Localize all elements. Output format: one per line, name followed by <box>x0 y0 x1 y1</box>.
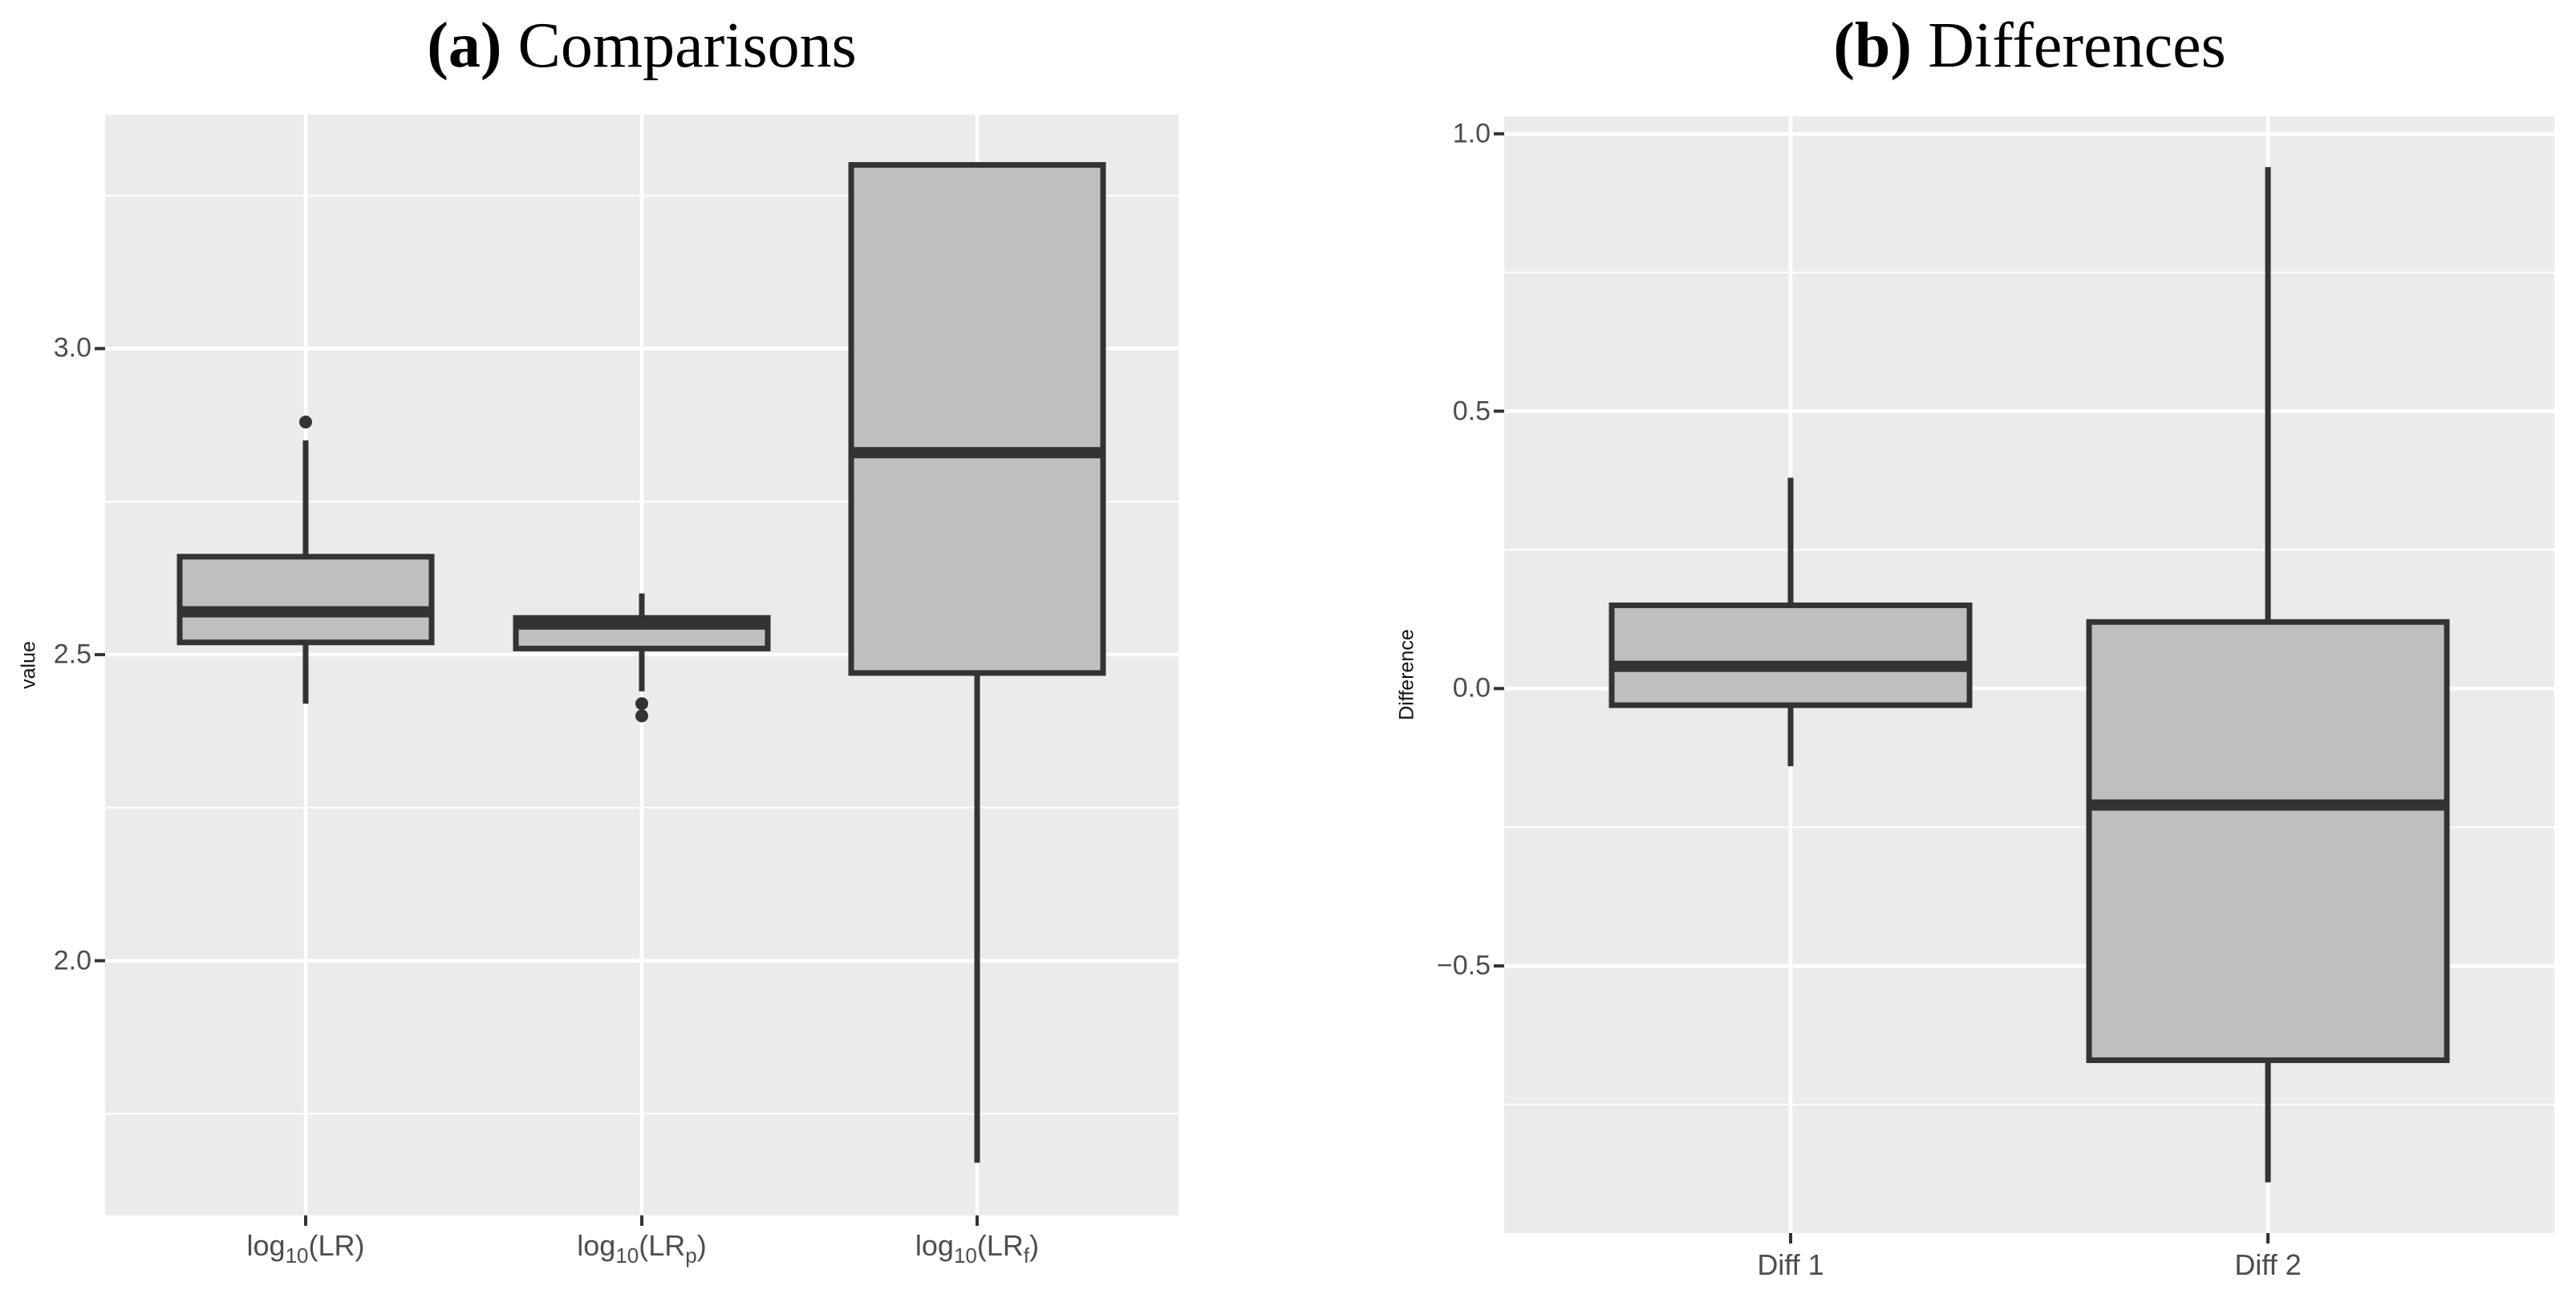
panel-a-outlier-point <box>635 697 648 711</box>
panel-a-outlier-point <box>299 416 312 429</box>
panel-b-box-2 <box>2086 619 2450 1064</box>
panel-a-box-3 <box>848 162 1106 676</box>
panel-a-box-1 <box>176 554 435 646</box>
panel-b-box-1 <box>1608 602 1973 708</box>
panel-a-outlier-point <box>635 709 648 723</box>
